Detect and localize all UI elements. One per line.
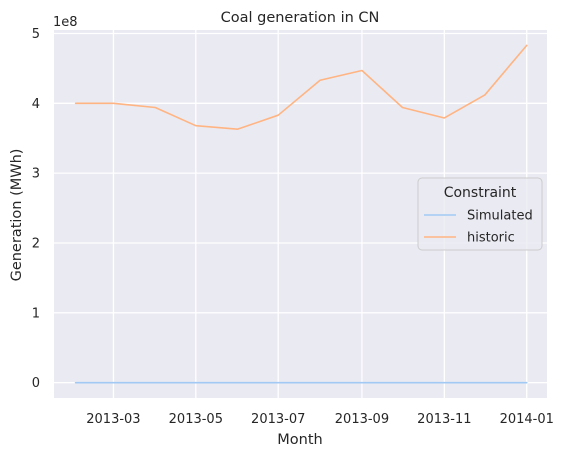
series-line-historic bbox=[74, 44, 528, 130]
y-tick-label: 1 bbox=[32, 306, 40, 321]
legend-label: Simulated bbox=[467, 209, 533, 224]
y-tick-label: 5 bbox=[32, 27, 40, 42]
x-tick-label: 2013-09 bbox=[335, 412, 389, 427]
x-tick-labels: 2013-03 2013-05 2013-07 2013-09 2013-11 2014-… bbox=[86, 412, 554, 427]
x-tick-label: 2014-01 bbox=[500, 412, 554, 427]
y-tick-label: 4 bbox=[32, 97, 40, 112]
x-axis-label: Month bbox=[277, 432, 322, 448]
legend-items: Simulated historic bbox=[424, 209, 533, 246]
y-offset-text: 1e8 bbox=[53, 15, 78, 30]
legend: Constraint Simulated historic bbox=[417, 177, 543, 251]
legend-label: historic bbox=[467, 231, 515, 246]
y-axis-label: Generation (MWh) bbox=[9, 149, 25, 282]
x-tick-label: 2013-07 bbox=[251, 412, 305, 427]
y-tick-labels: 0 1 2 3 4 5 bbox=[32, 27, 40, 391]
legend-title: Constraint bbox=[444, 185, 517, 201]
y-tick-label: 2 bbox=[32, 236, 40, 251]
series-layer bbox=[74, 44, 528, 384]
chart-title: Coal generation in CN bbox=[221, 10, 380, 26]
y-tick-label: 3 bbox=[32, 167, 40, 182]
x-tick-label: 2013-11 bbox=[417, 412, 471, 427]
grid bbox=[54, 30, 547, 398]
y-tick-label: 0 bbox=[32, 376, 40, 391]
legend-box bbox=[417, 177, 543, 251]
x-tick-label: 2013-05 bbox=[169, 412, 223, 427]
x-tick-label: 2013-03 bbox=[86, 412, 140, 427]
